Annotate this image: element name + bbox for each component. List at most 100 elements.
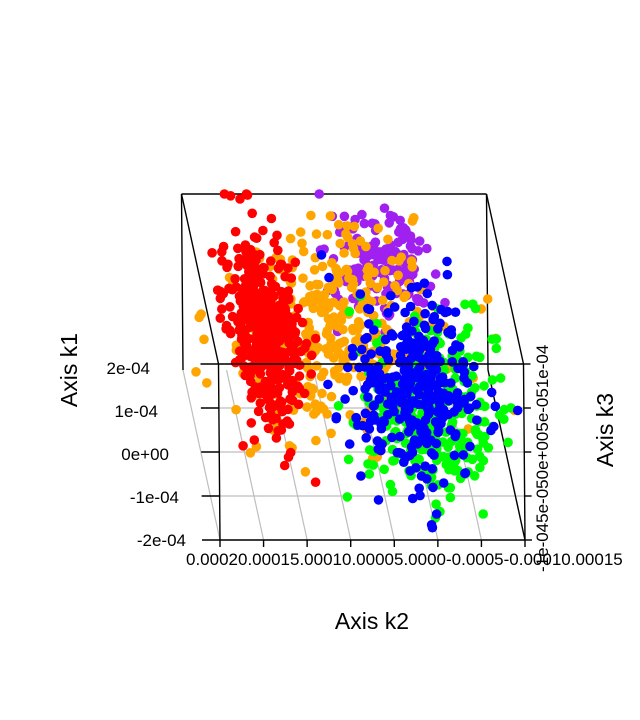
data-point (354, 362, 364, 373)
data-point (322, 409, 333, 419)
data-point (342, 372, 353, 383)
plot-box-back (180, 193, 526, 541)
data-point (317, 261, 328, 272)
data-point (251, 386, 261, 397)
data-point (285, 381, 296, 391)
data-point (307, 383, 317, 394)
data-point (207, 248, 217, 258)
data-point (199, 334, 209, 345)
data-point (414, 382, 425, 392)
y-tick-label: -1e-04 (130, 488, 179, 507)
data-point (421, 395, 432, 405)
data-point (412, 338, 422, 348)
data-point (458, 357, 468, 367)
data-point (284, 366, 295, 376)
data-point (412, 282, 423, 292)
data-point (460, 299, 470, 310)
y-tick-label: -2e-04 (137, 531, 186, 550)
data-point (325, 333, 336, 343)
data-point (294, 371, 305, 381)
data-point (472, 415, 482, 426)
data-point (236, 334, 247, 344)
data-point (238, 441, 248, 451)
data-point (427, 300, 437, 311)
data-point (325, 211, 336, 221)
data-point (301, 329, 311, 339)
data-point (258, 225, 268, 236)
data-point (412, 418, 422, 428)
data-point (365, 416, 376, 426)
data-point (336, 315, 347, 326)
data-point (297, 317, 308, 328)
data-point (272, 230, 282, 241)
data-point (379, 417, 390, 427)
data-point (512, 405, 523, 416)
data-point (402, 334, 413, 344)
data-point (253, 406, 264, 417)
data-point (482, 294, 493, 304)
data-point (413, 364, 424, 375)
data-point (245, 448, 256, 458)
data-point (250, 364, 261, 375)
data-point (391, 371, 402, 382)
data-point (366, 349, 376, 359)
data-point (267, 389, 278, 399)
data-point (362, 332, 372, 343)
data-point (240, 325, 250, 336)
data-point (268, 325, 279, 335)
data-point (269, 237, 280, 248)
data-point (446, 378, 456, 388)
data-point (311, 279, 322, 290)
data-point (266, 278, 277, 289)
data-point (373, 495, 384, 505)
data-point (417, 434, 427, 445)
box-edge (485, 193, 489, 371)
data-point (386, 290, 396, 301)
data-point (342, 221, 353, 231)
data-point (472, 444, 483, 455)
data-point (375, 247, 385, 257)
data-point (445, 425, 456, 435)
data-point (348, 351, 358, 361)
data-point (273, 245, 283, 256)
data-point (318, 367, 329, 378)
data-point (311, 435, 321, 446)
data-point (359, 255, 369, 265)
data-point (277, 406, 288, 417)
data-point (355, 236, 366, 246)
data-points (191, 189, 523, 533)
data-point (429, 311, 440, 322)
data-point (306, 210, 316, 221)
data-point (442, 269, 453, 280)
data-point (269, 291, 279, 301)
data-point (234, 355, 245, 365)
data-point (365, 374, 376, 385)
data-point (443, 327, 453, 338)
data-point (254, 340, 265, 351)
data-point (247, 208, 257, 219)
data-point (323, 349, 334, 359)
data-point (336, 338, 347, 348)
data-point (388, 456, 398, 466)
data-point (407, 216, 418, 226)
data-point (486, 425, 496, 436)
data-point (279, 460, 290, 471)
data-point (344, 306, 355, 317)
data-point (442, 256, 452, 267)
data-point (469, 361, 479, 372)
data-point (449, 450, 460, 461)
data-point (283, 286, 294, 296)
data-point (363, 262, 374, 273)
data-point (369, 400, 380, 411)
data-point (422, 474, 432, 484)
data-point (424, 360, 435, 371)
data-point (396, 342, 406, 352)
data-point (465, 391, 476, 402)
data-point (374, 369, 385, 379)
data-point (450, 307, 461, 318)
data-point (310, 477, 321, 488)
data-point (437, 388, 447, 399)
data-point (383, 354, 394, 365)
y-tick-label: 2e-04 (107, 359, 150, 378)
data-point (427, 522, 438, 533)
